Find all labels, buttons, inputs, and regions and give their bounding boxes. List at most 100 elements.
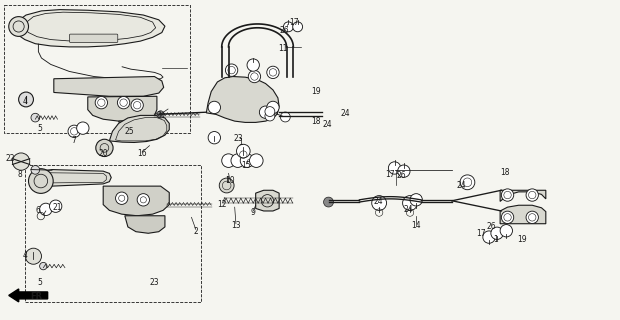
Circle shape bbox=[9, 17, 29, 36]
Circle shape bbox=[40, 203, 52, 216]
Text: 24: 24 bbox=[322, 120, 332, 130]
Polygon shape bbox=[255, 190, 279, 211]
Text: 1: 1 bbox=[239, 138, 243, 147]
Text: 23: 23 bbox=[234, 134, 243, 143]
Circle shape bbox=[219, 178, 234, 193]
Circle shape bbox=[157, 111, 164, 118]
Polygon shape bbox=[500, 190, 546, 201]
Text: 20: 20 bbox=[99, 149, 108, 158]
FancyBboxPatch shape bbox=[69, 34, 118, 43]
Circle shape bbox=[226, 64, 238, 76]
Circle shape bbox=[372, 196, 386, 211]
Circle shape bbox=[68, 125, 81, 138]
Text: 8: 8 bbox=[17, 170, 22, 179]
Circle shape bbox=[131, 99, 143, 111]
Polygon shape bbox=[12, 10, 165, 47]
Text: 17: 17 bbox=[289, 19, 299, 28]
Circle shape bbox=[388, 162, 401, 174]
Text: 7: 7 bbox=[72, 136, 77, 145]
Circle shape bbox=[96, 139, 113, 156]
Circle shape bbox=[280, 112, 290, 122]
Circle shape bbox=[483, 231, 495, 243]
Circle shape bbox=[208, 101, 221, 114]
Text: 13: 13 bbox=[231, 221, 241, 230]
Text: 21: 21 bbox=[52, 203, 61, 212]
Circle shape bbox=[237, 144, 250, 158]
Circle shape bbox=[410, 194, 422, 206]
Text: 5: 5 bbox=[38, 124, 43, 132]
Circle shape bbox=[231, 154, 244, 167]
Circle shape bbox=[50, 200, 62, 212]
Circle shape bbox=[397, 165, 410, 177]
Circle shape bbox=[460, 175, 475, 190]
Circle shape bbox=[293, 22, 303, 32]
Polygon shape bbox=[38, 170, 111, 192]
Polygon shape bbox=[54, 76, 164, 96]
Circle shape bbox=[25, 248, 42, 264]
Circle shape bbox=[259, 106, 272, 118]
Text: 17: 17 bbox=[476, 229, 486, 238]
Circle shape bbox=[208, 132, 221, 144]
Circle shape bbox=[222, 154, 236, 167]
Text: 10: 10 bbox=[225, 176, 234, 185]
Circle shape bbox=[19, 92, 33, 107]
Circle shape bbox=[31, 113, 40, 122]
Text: 24: 24 bbox=[341, 109, 351, 118]
Circle shape bbox=[29, 169, 53, 193]
Text: FR: FR bbox=[30, 292, 42, 300]
Circle shape bbox=[95, 96, 107, 109]
Text: 19: 19 bbox=[517, 235, 526, 244]
Circle shape bbox=[247, 59, 259, 71]
Text: 3: 3 bbox=[156, 111, 161, 120]
FancyArrow shape bbox=[9, 289, 48, 302]
Text: 16: 16 bbox=[137, 149, 147, 158]
Circle shape bbox=[117, 96, 130, 109]
Circle shape bbox=[248, 70, 260, 83]
Text: 14: 14 bbox=[411, 221, 421, 230]
Circle shape bbox=[324, 197, 334, 207]
Bar bbox=[25, 165, 201, 302]
Polygon shape bbox=[118, 119, 159, 132]
Circle shape bbox=[267, 66, 279, 78]
Circle shape bbox=[31, 165, 40, 174]
Text: 5: 5 bbox=[38, 278, 43, 287]
Polygon shape bbox=[109, 116, 169, 142]
Circle shape bbox=[267, 101, 279, 114]
Circle shape bbox=[491, 227, 503, 239]
Text: 22: 22 bbox=[6, 154, 16, 163]
Text: 6: 6 bbox=[36, 206, 41, 215]
Circle shape bbox=[265, 107, 275, 116]
Text: 25: 25 bbox=[125, 127, 134, 136]
Text: 18: 18 bbox=[500, 168, 510, 177]
Circle shape bbox=[402, 196, 417, 211]
Text: 17: 17 bbox=[386, 170, 395, 179]
Circle shape bbox=[40, 262, 47, 270]
Text: 18: 18 bbox=[311, 117, 321, 126]
Circle shape bbox=[502, 211, 514, 224]
Circle shape bbox=[77, 122, 89, 134]
Circle shape bbox=[12, 153, 30, 170]
Text: 2: 2 bbox=[193, 227, 198, 236]
Text: 26: 26 bbox=[397, 172, 406, 180]
Circle shape bbox=[526, 211, 538, 224]
Bar bbox=[4, 5, 190, 133]
Polygon shape bbox=[206, 76, 279, 123]
Polygon shape bbox=[88, 96, 157, 121]
Circle shape bbox=[115, 192, 128, 204]
Text: 24: 24 bbox=[456, 181, 466, 190]
Text: 9: 9 bbox=[250, 208, 255, 217]
Text: 4: 4 bbox=[22, 97, 27, 106]
Text: 19: 19 bbox=[311, 87, 321, 96]
Text: 24: 24 bbox=[404, 205, 414, 214]
Text: 26: 26 bbox=[486, 222, 495, 231]
Text: 15: 15 bbox=[242, 161, 251, 170]
Circle shape bbox=[502, 189, 514, 201]
Circle shape bbox=[249, 154, 263, 167]
Circle shape bbox=[283, 22, 293, 32]
Polygon shape bbox=[500, 205, 546, 224]
Circle shape bbox=[265, 111, 275, 121]
Text: 11: 11 bbox=[278, 44, 288, 53]
Text: 12: 12 bbox=[218, 200, 227, 209]
Polygon shape bbox=[125, 216, 165, 233]
Text: 23: 23 bbox=[149, 278, 159, 287]
